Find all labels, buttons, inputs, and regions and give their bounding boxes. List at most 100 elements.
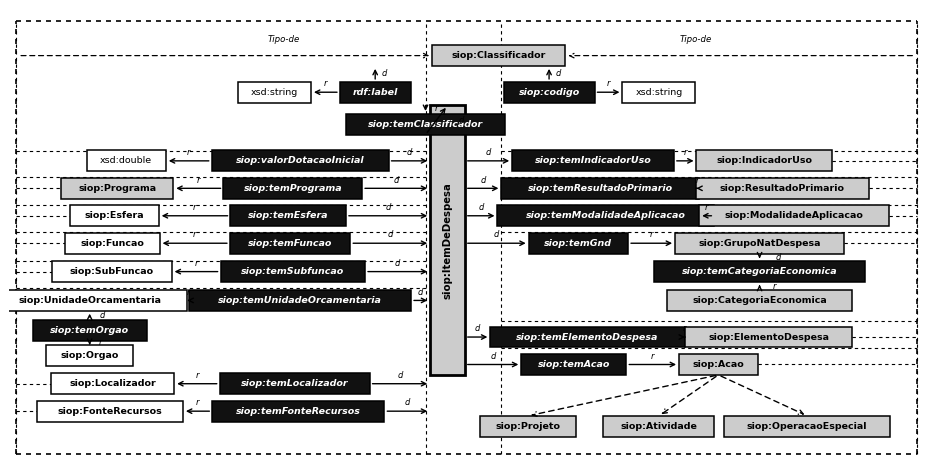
FancyBboxPatch shape bbox=[52, 261, 172, 282]
FancyBboxPatch shape bbox=[220, 261, 365, 282]
Text: d: d bbox=[459, 116, 464, 124]
Text: siop:Projeto: siop:Projeto bbox=[496, 422, 561, 431]
FancyBboxPatch shape bbox=[339, 82, 411, 103]
FancyBboxPatch shape bbox=[685, 327, 852, 347]
Text: r: r bbox=[772, 281, 776, 291]
Text: siop:temFonteRecursos: siop:temFonteRecursos bbox=[236, 407, 361, 416]
FancyBboxPatch shape bbox=[512, 151, 674, 171]
FancyBboxPatch shape bbox=[503, 82, 595, 103]
Text: r: r bbox=[99, 338, 103, 347]
Text: siop:Acao: siop:Acao bbox=[693, 360, 745, 369]
Text: Tipo-de: Tipo-de bbox=[267, 35, 300, 44]
FancyBboxPatch shape bbox=[346, 114, 505, 134]
Text: siop:SubFuncao: siop:SubFuncao bbox=[69, 267, 154, 276]
Text: r: r bbox=[705, 203, 709, 212]
FancyBboxPatch shape bbox=[61, 178, 173, 199]
Text: siop:IndicadorUso: siop:IndicadorUso bbox=[716, 157, 812, 165]
Text: siop:ElementoDespesa: siop:ElementoDespesa bbox=[709, 332, 829, 341]
FancyBboxPatch shape bbox=[654, 261, 865, 282]
FancyBboxPatch shape bbox=[675, 233, 845, 254]
Text: d: d bbox=[386, 203, 390, 212]
Text: d: d bbox=[407, 148, 412, 157]
Text: d: d bbox=[486, 148, 491, 157]
Text: siop:Funcao: siop:Funcao bbox=[80, 239, 144, 248]
Text: r: r bbox=[193, 203, 196, 212]
Text: siop:OperacaoEspecial: siop:OperacaoEspecial bbox=[746, 422, 868, 431]
Text: d: d bbox=[404, 398, 410, 408]
FancyBboxPatch shape bbox=[51, 373, 174, 394]
FancyBboxPatch shape bbox=[667, 290, 852, 311]
Text: d: d bbox=[418, 288, 424, 297]
Text: siop:temElementoDespesa: siop:temElementoDespesa bbox=[516, 332, 659, 341]
FancyBboxPatch shape bbox=[521, 354, 626, 375]
Text: d: d bbox=[556, 69, 561, 78]
Text: siop:temAcao: siop:temAcao bbox=[537, 360, 610, 369]
Text: d: d bbox=[494, 230, 500, 240]
Text: r: r bbox=[651, 352, 654, 361]
FancyBboxPatch shape bbox=[212, 401, 385, 421]
FancyBboxPatch shape bbox=[697, 151, 832, 171]
Text: siop:Orgao: siop:Orgao bbox=[60, 351, 118, 360]
Text: d: d bbox=[775, 253, 781, 262]
Text: r: r bbox=[607, 79, 611, 89]
Text: siop:temSubfuncao: siop:temSubfuncao bbox=[241, 267, 344, 276]
FancyBboxPatch shape bbox=[87, 151, 166, 171]
Text: siop:Atividade: siop:Atividade bbox=[621, 422, 697, 431]
Text: siop:GrupoNatDespesa: siop:GrupoNatDespesa bbox=[698, 239, 820, 248]
FancyBboxPatch shape bbox=[219, 373, 370, 394]
FancyBboxPatch shape bbox=[480, 416, 576, 437]
FancyBboxPatch shape bbox=[528, 233, 628, 254]
Text: siop:FonteRecursos: siop:FonteRecursos bbox=[57, 407, 162, 416]
FancyBboxPatch shape bbox=[189, 290, 411, 311]
Text: siop:temResultadoPrimario: siop:temResultadoPrimario bbox=[528, 184, 672, 193]
Text: d: d bbox=[480, 176, 486, 185]
Text: siop:valorDotacaoInicial: siop:valorDotacaoInicial bbox=[236, 157, 364, 165]
Text: siop:temFuncao: siop:temFuncao bbox=[248, 239, 332, 248]
Text: d: d bbox=[397, 371, 402, 380]
FancyBboxPatch shape bbox=[498, 205, 714, 226]
FancyBboxPatch shape bbox=[66, 233, 160, 254]
FancyBboxPatch shape bbox=[490, 327, 684, 347]
Text: r: r bbox=[684, 148, 687, 157]
Text: siop:ResultadoPrimario: siop:ResultadoPrimario bbox=[720, 184, 845, 193]
Text: d: d bbox=[395, 259, 401, 268]
FancyBboxPatch shape bbox=[36, 401, 183, 421]
FancyBboxPatch shape bbox=[623, 82, 696, 103]
FancyBboxPatch shape bbox=[501, 178, 699, 199]
FancyBboxPatch shape bbox=[224, 178, 363, 199]
Text: r: r bbox=[324, 79, 327, 89]
Text: r: r bbox=[195, 371, 199, 380]
Text: r: r bbox=[435, 104, 438, 113]
Text: d: d bbox=[388, 230, 393, 240]
Text: d: d bbox=[100, 311, 105, 320]
Text: d: d bbox=[475, 325, 480, 333]
FancyBboxPatch shape bbox=[0, 290, 188, 311]
Text: siop:ModalidadeAplicacao: siop:ModalidadeAplicacao bbox=[725, 211, 864, 220]
Text: r: r bbox=[187, 148, 191, 157]
Text: siop:temOrgao: siop:temOrgao bbox=[50, 326, 130, 335]
Text: siop:Esfera: siop:Esfera bbox=[84, 211, 144, 220]
Text: siop:temLocalizador: siop:temLocalizador bbox=[240, 379, 349, 388]
Text: siop:temModalidadeAplicacao: siop:temModalidadeAplicacao bbox=[526, 211, 685, 220]
Text: siop:temClassificador: siop:temClassificador bbox=[368, 120, 483, 129]
Text: siop:temGnd: siop:temGnd bbox=[544, 239, 612, 248]
FancyBboxPatch shape bbox=[238, 82, 311, 103]
Text: r: r bbox=[684, 325, 686, 333]
Text: siop:Classificador: siop:Classificador bbox=[451, 51, 546, 60]
Text: siop:temEsfera: siop:temEsfera bbox=[248, 211, 328, 220]
Text: siop:Programa: siop:Programa bbox=[78, 184, 156, 193]
FancyBboxPatch shape bbox=[230, 205, 346, 226]
Text: r: r bbox=[197, 176, 200, 185]
FancyBboxPatch shape bbox=[46, 345, 133, 366]
Text: siop:CategoriaEconomica: siop:CategoriaEconomica bbox=[692, 296, 827, 305]
Text: rdf:label: rdf:label bbox=[352, 88, 398, 97]
FancyBboxPatch shape bbox=[70, 205, 159, 226]
Text: siop:temPrograma: siop:temPrograma bbox=[243, 184, 342, 193]
FancyBboxPatch shape bbox=[699, 205, 890, 226]
FancyBboxPatch shape bbox=[603, 416, 714, 437]
FancyBboxPatch shape bbox=[432, 45, 565, 66]
Text: siop:codigo: siop:codigo bbox=[518, 88, 580, 97]
Text: siop:UnidadeOrcamentaria: siop:UnidadeOrcamentaria bbox=[18, 296, 161, 305]
Text: r: r bbox=[193, 230, 196, 240]
Text: xsd:string: xsd:string bbox=[635, 88, 683, 97]
